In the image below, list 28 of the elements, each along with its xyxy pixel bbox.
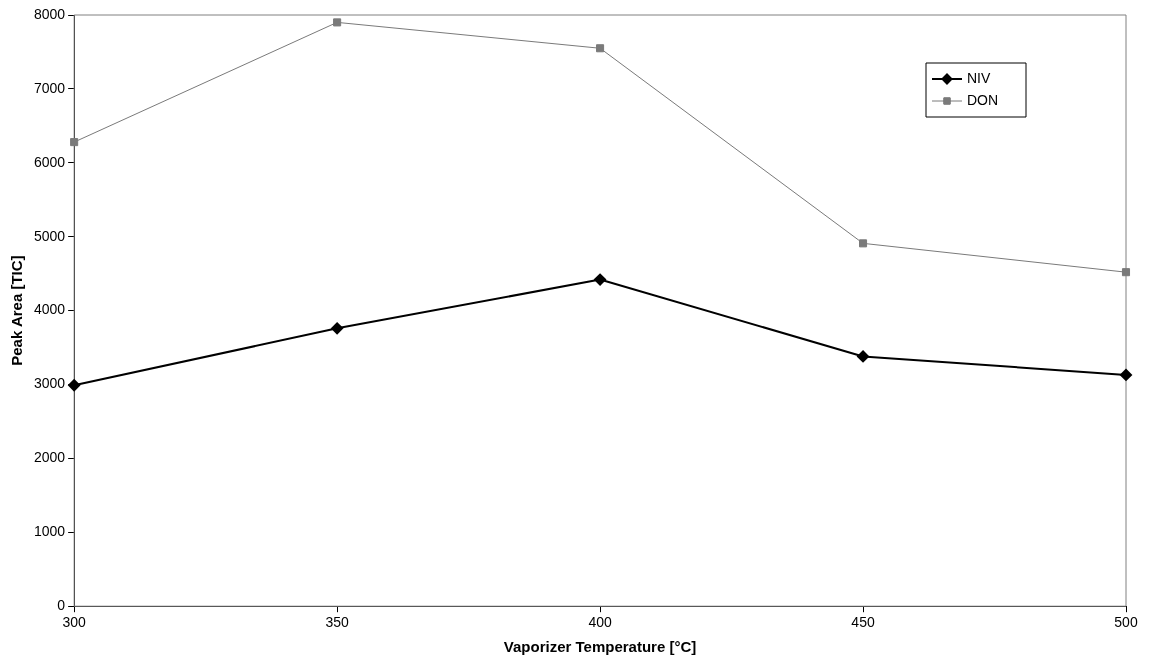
- y-tick-label: 2000: [33, 449, 66, 466]
- y-tick-label: 5000: [33, 227, 66, 244]
- y-tick-label: 8000: [33, 5, 66, 22]
- y-tick-label: 3000: [33, 375, 66, 392]
- point: [857, 350, 870, 363]
- y-tick-label: 0: [57, 597, 66, 614]
- point: [70, 138, 79, 147]
- y-tick-label: 1000: [33, 523, 66, 540]
- y-tick-label: 6000: [33, 153, 66, 170]
- point: [333, 18, 342, 27]
- x-tick-label: 450: [851, 614, 875, 631]
- point: [859, 239, 868, 248]
- y-axis-title: Peak Area [TIC]: [8, 255, 26, 366]
- x-axis-title: Vaporizer Temperature [°C]: [503, 638, 697, 656]
- y-tick-label: 4000: [33, 301, 66, 318]
- legend-label: NIV: [967, 69, 991, 86]
- x-tick-label: 500: [1114, 614, 1138, 631]
- point: [1121, 268, 1131, 277]
- x-tick-label: 350: [325, 614, 349, 631]
- y-tick-label: 7000: [33, 79, 66, 96]
- point: [594, 273, 607, 286]
- point: [331, 322, 344, 335]
- legend-label: DON: [967, 91, 999, 108]
- x-tick-label: 400: [588, 614, 612, 631]
- x-tick-label: 300: [62, 614, 87, 631]
- point: [596, 44, 605, 53]
- point: [1120, 368, 1132, 381]
- point: [68, 379, 81, 392]
